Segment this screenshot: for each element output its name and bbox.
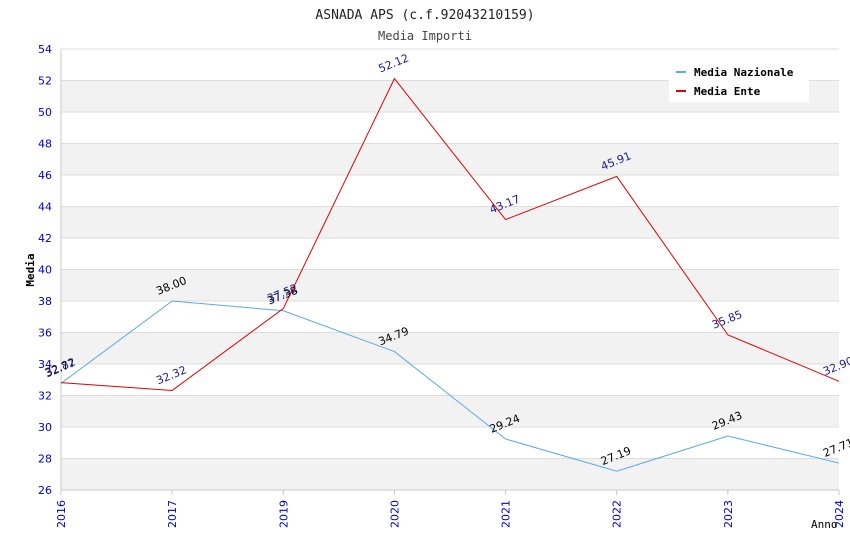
x-tick-label: 2019 — [277, 500, 290, 528]
plot-band — [61, 395, 839, 427]
plot-band — [61, 269, 839, 301]
y-tick-label: 52 — [38, 75, 52, 88]
y-tick-label: 54 — [38, 43, 52, 56]
y-tick-label: 50 — [38, 106, 52, 119]
plot-band — [61, 332, 839, 364]
x-tick-label: 2024 — [833, 500, 846, 528]
y-tick-label: 38 — [38, 295, 52, 308]
y-tick-label: 34 — [38, 358, 52, 371]
plot-band — [61, 206, 839, 238]
x-tick-label: 2016 — [55, 500, 68, 528]
x-tick-label: 2020 — [388, 500, 401, 528]
y-tick-label: 46 — [38, 169, 52, 182]
plot-band — [61, 458, 839, 490]
y-tick-label: 32 — [38, 390, 52, 403]
x-tick-label: 2017 — [166, 500, 179, 528]
chart-subtitle: Media Importi — [378, 29, 472, 43]
x-tick-label: 2023 — [722, 500, 735, 528]
series-line-1 — [60, 300, 840, 472]
x-axis-label: Anno — [811, 518, 838, 531]
x-tick-labels: 2016 2017 2019 2020 2021 2022 2023 2024 — [55, 490, 846, 528]
y-tick-label: 48 — [38, 138, 52, 151]
x-tick-label: 2022 — [611, 500, 624, 528]
y-tick-label: 30 — [38, 421, 52, 434]
y-tick-label: 28 — [38, 453, 52, 466]
y-tick-label: 40 — [38, 264, 52, 277]
data-label: 32.32 — [154, 363, 188, 387]
data-label: 27.71 — [821, 436, 850, 460]
data-label: 52.12 — [377, 52, 411, 76]
y-tick-label: 36 — [38, 327, 52, 340]
plot-bands — [61, 80, 839, 490]
legend-entry: Media Nazionale — [694, 66, 794, 79]
series-line-2 — [60, 77, 840, 391]
y-axis-label: Media — [24, 253, 37, 286]
chart-title: ASNADA APS (c.f.92043210159) — [315, 8, 534, 23]
y-tick-label: 42 — [38, 232, 52, 245]
x-tick-label: 2021 — [500, 500, 513, 528]
y-tick-label: 26 — [38, 484, 52, 497]
legend-entry: Media Ente — [694, 85, 761, 98]
series-lines — [60, 77, 840, 472]
y-tick-label: 44 — [38, 201, 52, 214]
legend: Media Nazionale Media Ente — [669, 60, 809, 102]
data-label: 35.85 — [710, 308, 744, 332]
legend-box — [669, 60, 809, 102]
y-tick-labels: 26 28 30 32 34 36 38 40 42 44 46 48 50 52 54 — [38, 43, 52, 497]
plot-axes — [60, 49, 839, 491]
plot-band — [61, 143, 839, 175]
